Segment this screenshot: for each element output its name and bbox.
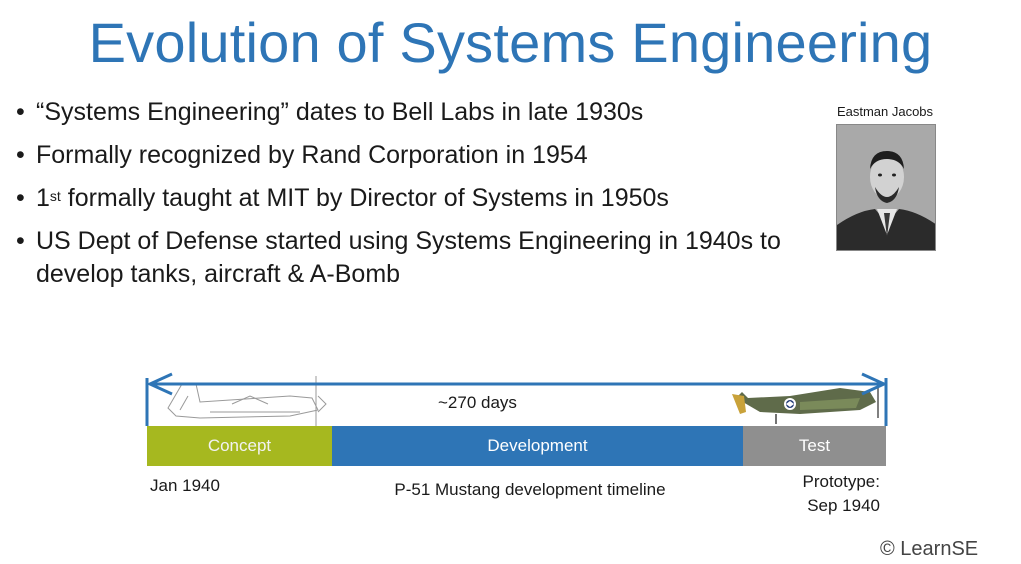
bullet-dot: • <box>16 141 25 169</box>
end-date-label-line2: Sep 1940 <box>807 496 880 515</box>
end-date-label: Prototype: Sep 1940 <box>760 470 881 518</box>
bullet-list: • “Systems Engineering” dates to Bell La… <box>14 96 794 301</box>
phase-test: Test <box>743 426 886 466</box>
bullet-dot: • <box>16 227 25 255</box>
bullet-item: • Formally recognized by Rand Corporatio… <box>14 139 794 172</box>
span-label: ~270 days <box>438 393 517 412</box>
bullet-text-superscript: st <box>49 188 61 204</box>
bullet-text: “Systems Engineering” dates to Bell Labs… <box>36 98 644 126</box>
bullet-item: • US Dept of Defense started using Syste… <box>14 225 794 291</box>
bullet-text: formally taught at MIT by Director of Sy… <box>60 184 669 212</box>
slide-title: Evolution of Systems Engineering <box>88 11 933 74</box>
mustang-sketch-icon <box>167 376 327 430</box>
mustang-plane-icon <box>732 384 879 424</box>
bullet-text: US Dept of Defense started using Systems… <box>36 227 781 288</box>
arrow-left-icon <box>146 372 173 396</box>
bullet-item: • “Systems Engineering” dates to Bell La… <box>14 96 794 129</box>
portrait-caption: Eastman Jacobs <box>836 104 934 119</box>
bullet-item: • 1st formally taught at MIT by Director… <box>14 182 794 215</box>
end-date-label-line1: Prototype: <box>802 472 881 491</box>
bullet-text-number: 1 <box>36 184 50 212</box>
timeline-caption: P-51 Mustang development timeline <box>394 480 666 499</box>
bullet-text: Formally recognized by Rand Corporation … <box>36 141 588 169</box>
person-icon <box>837 125 935 250</box>
bullet-dot: • <box>16 98 25 126</box>
phase-development: Development <box>332 426 743 466</box>
bullet-dot: • <box>16 184 25 212</box>
copyright-notice: © LearnSE <box>880 538 979 560</box>
phase-concept: Concept <box>147 426 332 466</box>
start-date-label: Jan 1940 <box>150 476 220 495</box>
portrait-photo <box>836 124 936 251</box>
arrow-right-icon <box>861 372 888 396</box>
